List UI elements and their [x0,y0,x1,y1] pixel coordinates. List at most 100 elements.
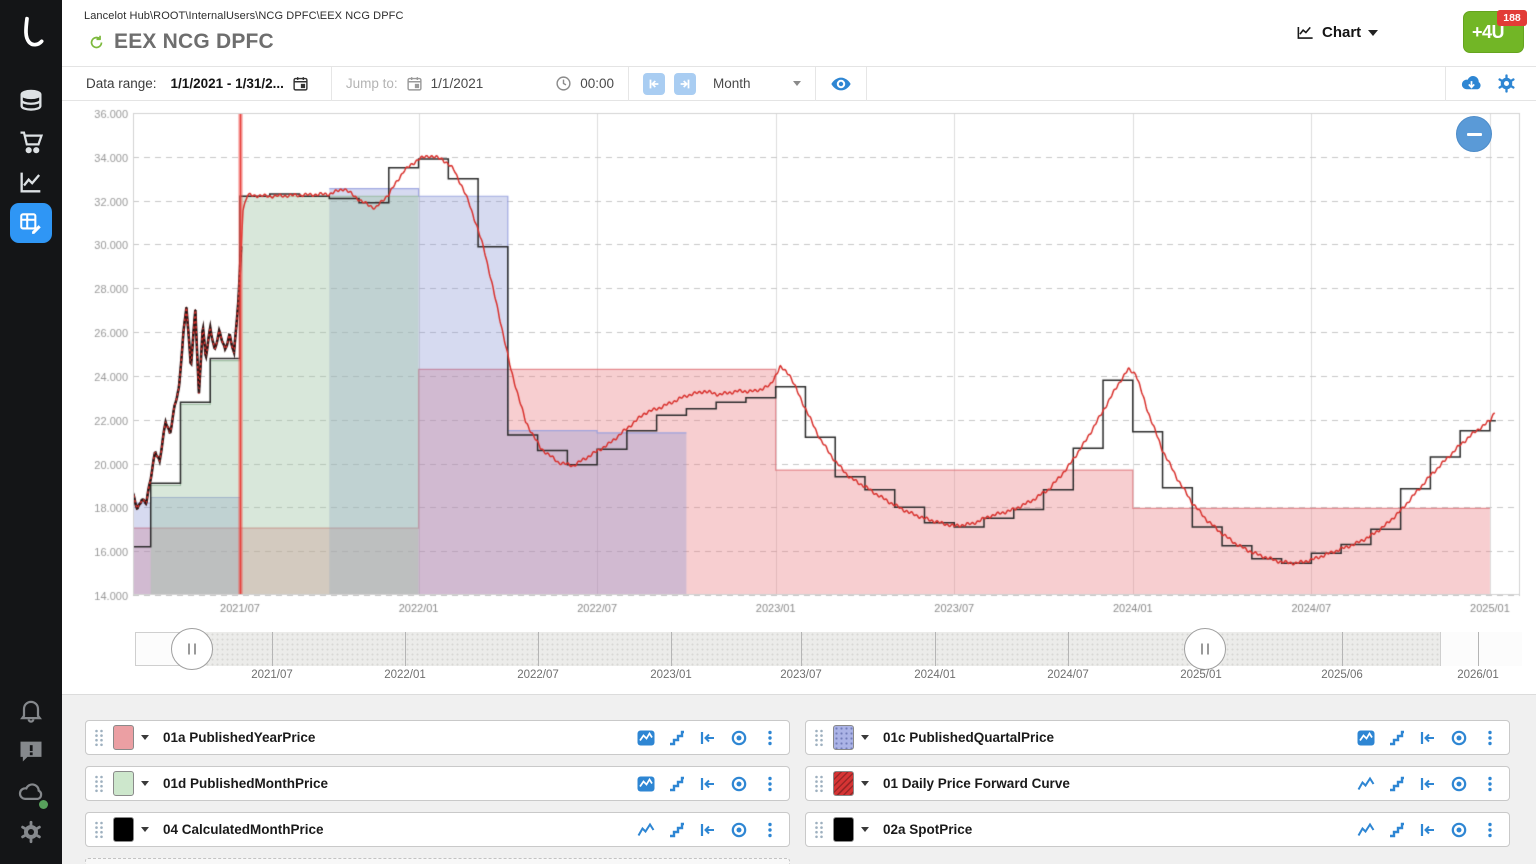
series-chart-type-icon-outline[interactable] [1357,821,1375,839]
series-row[interactable]: 01c PublishedQuartalPrice [805,720,1510,755]
sidebar-item-curve-editor-active[interactable] [10,203,52,243]
align-start-icon[interactable] [1419,729,1437,747]
series-row[interactable]: 01a PublishedYearPrice [85,720,790,755]
chart-line-icon[interactable] [17,168,45,196]
legend-column-right: 01c PublishedQuartalPrice 01 Daily Price… [805,720,1510,847]
drag-handle-icon[interactable] [814,821,824,839]
step-style-icon[interactable] [1388,821,1406,839]
scrubber-handle[interactable] [1184,628,1226,670]
swatch-dropdown-caret[interactable] [141,735,149,740]
series-label: 01d PublishedMonthPrice [163,776,329,791]
drag-handle-icon[interactable] [814,775,824,793]
breadcrumb[interactable]: Lancelot Hub\ROOT\InternalUsers\NCG DPFC… [84,10,404,22]
step-style-icon[interactable] [668,775,686,793]
drag-handle-icon[interactable] [94,775,104,793]
jump-calendar-icon[interactable] [406,75,423,92]
cloud-download-icon[interactable] [1460,72,1483,95]
kebab-menu-icon[interactable] [761,729,779,747]
series-swatch[interactable] [113,725,134,750]
chevron-down-icon [1368,29,1379,36]
swatch-dropdown-caret[interactable] [861,735,869,740]
swatch-dropdown-caret[interactable] [861,827,869,832]
scrubber-tick-label: 2021/07 [251,669,293,681]
scrubber-tick [272,632,273,666]
swatch-dropdown-caret[interactable] [141,781,149,786]
scrubber-tick [405,632,406,666]
swatch-dropdown-caret[interactable] [141,827,149,832]
series-swatch[interactable] [113,771,134,796]
cart-icon[interactable] [17,128,45,156]
step-style-icon[interactable] [668,821,686,839]
legend-column-left: 01a PublishedYearPrice 01d PublishedMont… [85,720,790,864]
visibility-eye-icon[interactable] [730,821,748,839]
refresh-icon[interactable] [88,34,105,51]
price-chart-canvas[interactable] [62,100,1536,630]
kebab-menu-icon[interactable] [1481,729,1499,747]
step-forward-button[interactable] [674,72,697,95]
drag-handle-icon[interactable] [94,729,104,747]
align-start-icon[interactable] [699,729,717,747]
series-row[interactable]: 04 CalculatedMonthPrice [85,812,790,847]
timeline-scrubber[interactable] [135,628,1522,670]
data-range-value[interactable]: 1/1/2021 - 1/31/2... [170,76,284,91]
chart-settings-gear-icon[interactable] [1495,72,1518,95]
calendar-icon[interactable] [292,75,309,92]
scrubber-tick-label: 2024/01 [914,669,956,681]
kebab-menu-icon[interactable] [1481,775,1499,793]
cloud-status-icon[interactable] [17,779,48,809]
visibility-eye-icon[interactable] [730,729,748,747]
jump-date-field[interactable]: 1/1/2021 [430,76,484,91]
kebab-menu-icon[interactable] [761,821,779,839]
step-back-button[interactable] [643,72,666,95]
step-style-icon[interactable] [1388,729,1406,747]
swatch-dropdown-caret[interactable] [861,781,869,786]
zoom-out-button[interactable] [1456,116,1492,152]
series-chart-type-icon-filled[interactable] [1357,729,1375,747]
step-style-icon[interactable] [1388,775,1406,793]
bell-icon[interactable] [17,696,45,724]
plus4u-label: +4U [1472,22,1505,42]
align-start-icon[interactable] [1419,775,1437,793]
feedback-icon[interactable] [17,737,45,765]
settings-gear-icon[interactable] [17,818,45,846]
plus4u-button[interactable]: +4U 188 [1463,10,1527,53]
visibility-eye-icon[interactable] [1450,821,1468,839]
drag-handle-icon[interactable] [94,821,104,839]
series-row[interactable]: 02a SpotPrice [805,812,1510,847]
series-chart-type-icon-outline[interactable] [1357,775,1375,793]
series-label: 01 Daily Price Forward Curve [883,776,1070,791]
chevron-down-icon[interactable] [792,81,801,86]
toolbar-divider [865,66,867,101]
visibility-eye-icon[interactable] [1450,729,1468,747]
scrubber-tick [935,632,936,666]
series-swatch[interactable] [833,817,854,842]
series-chart-type-icon-filled[interactable] [637,775,655,793]
align-start-icon[interactable] [699,821,717,839]
chart-view-icon [1297,26,1313,39]
series-chart-type-icon-filled[interactable] [637,729,655,747]
step-style-icon[interactable] [668,729,686,747]
jump-time-field[interactable]: 00:00 [580,76,615,91]
scrubber-tick [538,632,539,666]
visibility-eye-icon[interactable] [730,775,748,793]
series-row[interactable]: 01d PublishedMonthPrice [85,766,790,801]
step-unit-dropdown[interactable]: Month [713,76,751,91]
drag-handle-icon[interactable] [814,729,824,747]
visibility-eye-button[interactable] [830,73,852,95]
align-start-icon[interactable] [1419,821,1437,839]
align-start-icon[interactable] [699,775,717,793]
lancelot-logo-icon[interactable] [15,16,47,52]
series-swatch[interactable] [113,817,134,842]
database-icon[interactable] [17,88,45,116]
kebab-menu-icon[interactable] [761,775,779,793]
series-swatch[interactable] [833,771,854,796]
series-row-cutoff[interactable] [85,858,790,864]
series-chart-type-icon-outline[interactable] [637,821,655,839]
series-row[interactable]: 01 Daily Price Forward Curve [805,766,1510,801]
scrubber-handle[interactable] [171,628,213,670]
series-swatch[interactable] [833,725,854,750]
view-type-dropdown[interactable]: Chart [1296,23,1379,42]
kebab-menu-icon[interactable] [1481,821,1499,839]
visibility-eye-icon[interactable] [1450,775,1468,793]
scrubber-tick [1342,632,1343,666]
